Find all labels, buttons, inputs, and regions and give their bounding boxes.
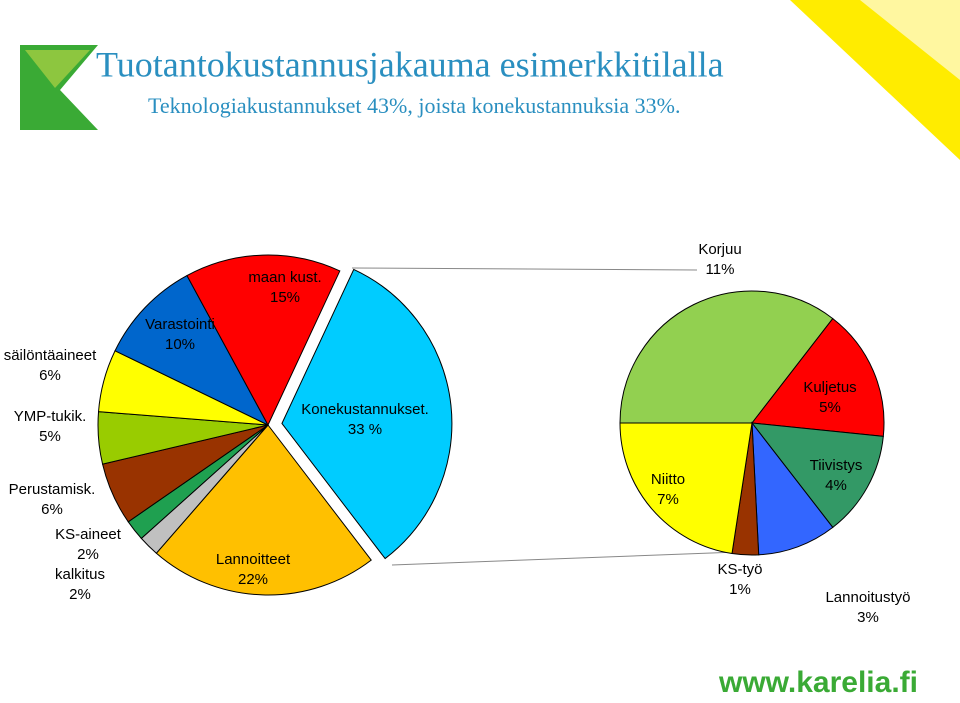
slice-label: Korjuu bbox=[698, 241, 741, 258]
slice-value-label: 6% bbox=[41, 501, 63, 518]
slice-value-label: 2% bbox=[69, 586, 91, 603]
subtitle: Teknologiakustannukset 43%, joista konek… bbox=[148, 93, 681, 118]
slice-label: Konekustannukset. bbox=[301, 401, 429, 418]
slice-label: KS-aineet bbox=[55, 526, 122, 543]
pie-slice bbox=[751, 421, 834, 556]
slice-label: KS-työ bbox=[717, 561, 762, 578]
slice-value-label: 2% bbox=[77, 546, 99, 563]
corner-decoration bbox=[860, 0, 960, 80]
slice-label: maan kust. bbox=[248, 269, 321, 286]
slice-value-label: 5% bbox=[819, 399, 841, 416]
slice-value-label: 4% bbox=[825, 477, 847, 494]
logo bbox=[25, 50, 90, 88]
slice-label: Varastointi bbox=[145, 316, 215, 333]
slice-value-label: 11% bbox=[706, 261, 735, 278]
slice-label: kalkitus bbox=[55, 566, 105, 583]
connector bbox=[391, 551, 739, 566]
pie-slice bbox=[281, 268, 453, 560]
connector bbox=[351, 267, 698, 271]
slice-value-label: 3% bbox=[857, 609, 879, 626]
slice-value-label: 7% bbox=[657, 491, 679, 508]
slice-value-label: 6% bbox=[39, 367, 61, 384]
slice-label: Lannoitustyö bbox=[825, 589, 910, 606]
slice-value-label: 22% bbox=[238, 571, 268, 588]
pie-slice bbox=[751, 317, 885, 437]
pie-slice bbox=[619, 422, 753, 555]
pie-slice bbox=[114, 274, 270, 427]
slice-value-label: 1% bbox=[729, 581, 751, 598]
pie-slice bbox=[155, 424, 372, 596]
pie-slice bbox=[186, 254, 341, 427]
footer-url: www.karelia.fi bbox=[718, 666, 918, 698]
slice-value-label: 33 % bbox=[348, 421, 382, 438]
slice-label: Kuljetus bbox=[803, 379, 856, 396]
slice-label: Lannoitteet bbox=[216, 551, 291, 568]
pie-slice bbox=[750, 422, 884, 529]
slice-label: Tiivistys bbox=[810, 457, 863, 474]
pie-slice bbox=[619, 290, 834, 424]
slice-label: Niitto bbox=[651, 471, 685, 488]
slice-label: säilöntäaineet bbox=[4, 347, 97, 364]
slice-label: YMP-tukik. bbox=[14, 408, 87, 425]
slice-value-label: 15% bbox=[270, 289, 300, 306]
slice-value-label: 5% bbox=[39, 428, 61, 445]
slice-label: Perustamisk. bbox=[9, 481, 96, 498]
slice-value-label: 10% bbox=[165, 336, 195, 353]
title: Tuotantokustannusjakauma esimerkkitilall… bbox=[96, 44, 724, 84]
